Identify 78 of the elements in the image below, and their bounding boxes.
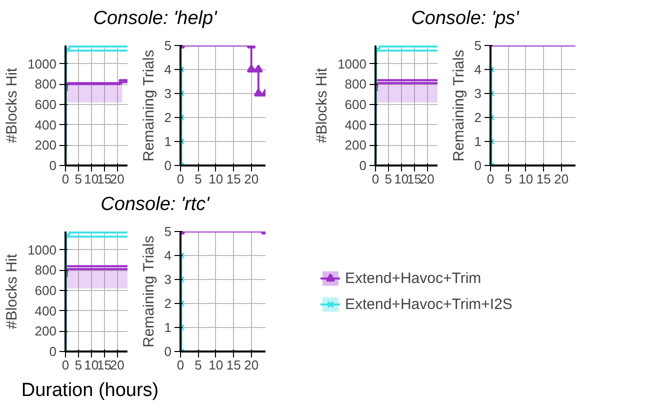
y-tick-label: 4 bbox=[474, 62, 482, 78]
x-tick-label: 20 bbox=[110, 358, 124, 373]
y-tick-label: 600 bbox=[344, 97, 367, 112]
y-tick-label: 0 bbox=[49, 158, 57, 174]
y-tick-label: 1000 bbox=[338, 56, 366, 72]
y-tick-label: 3 bbox=[164, 86, 172, 102]
x-axis-title: Duration (hours) bbox=[21, 379, 159, 402]
x-tick-label: 20 bbox=[244, 358, 259, 373]
x-tick-label: 5 bbox=[74, 172, 82, 187]
x-tick-label: 10 bbox=[394, 172, 409, 187]
y-tick-label: 0 bbox=[474, 158, 482, 174]
y-axis-title: Remaining Trials bbox=[140, 236, 158, 348]
x-tick-label: 0 bbox=[176, 172, 184, 187]
y-tick-label: 5 bbox=[474, 38, 482, 54]
x-tick-label: 15 bbox=[407, 172, 422, 187]
x-tick-label: 0 bbox=[62, 172, 70, 187]
legend-label: Extend+Havoc+Trim bbox=[345, 270, 482, 287]
y-tick-label: 800 bbox=[34, 262, 57, 278]
x-tick-label: 10 bbox=[208, 358, 224, 373]
y-tick-label: 3 bbox=[164, 272, 172, 288]
y-tick-label: 4 bbox=[164, 248, 172, 264]
legend-label: Extend+Havoc+Trim+I2S bbox=[345, 296, 512, 313]
y-tick-label: 3 bbox=[474, 86, 482, 102]
chart-title: Console: 'rtc' bbox=[100, 193, 210, 218]
y-tick-label: 600 bbox=[34, 97, 57, 112]
y-tick-label: 0 bbox=[164, 344, 172, 360]
y-tick-label: 400 bbox=[34, 304, 57, 319]
y-tick-label: 200 bbox=[34, 138, 57, 153]
x-tick-label: 0 bbox=[176, 358, 184, 373]
y-tick-label: 800 bbox=[344, 76, 367, 92]
x-tick-label: 5 bbox=[74, 358, 82, 373]
x-tick-label: 20 bbox=[244, 172, 259, 187]
x-tick-label: 10 bbox=[208, 172, 224, 187]
x-tick-label: 15 bbox=[536, 172, 551, 187]
y-axis-title: Remaining Trials bbox=[140, 50, 158, 162]
x-tick-label: 15 bbox=[226, 172, 241, 187]
y-tick-label: 5 bbox=[164, 38, 172, 54]
x-tick-label: 20 bbox=[554, 172, 569, 187]
y-tick-label: 1000 bbox=[28, 56, 56, 72]
y-tick-label: 600 bbox=[34, 283, 57, 298]
chart-title: Console: 'ps' bbox=[411, 7, 519, 31]
x-tick-label: 5 bbox=[384, 172, 392, 187]
x-tick-label: 10 bbox=[84, 172, 99, 187]
x-tick-label: 20 bbox=[110, 172, 124, 187]
y-tick-label: 1 bbox=[164, 134, 172, 150]
y-tick-label: 0 bbox=[49, 344, 57, 360]
x-tick-label: 10 bbox=[518, 172, 534, 187]
y-tick-label: 1 bbox=[474, 134, 482, 150]
chart-title: Console: 'help' bbox=[93, 7, 217, 31]
y-tick-label: 800 bbox=[34, 76, 57, 92]
x-tick-label: 5 bbox=[194, 358, 202, 373]
y-tick-label: 0 bbox=[359, 158, 367, 174]
x-tick-label: 0 bbox=[372, 172, 380, 187]
y-tick-label: 1 bbox=[164, 320, 172, 336]
y-tick-label: 400 bbox=[34, 117, 57, 132]
x-tick-label: 0 bbox=[486, 172, 494, 187]
x-tick-label: 5 bbox=[194, 172, 202, 187]
x-tick-label: 20 bbox=[420, 172, 434, 187]
y-axis-title: Remaining Trials bbox=[450, 50, 468, 162]
y-tick-label: 200 bbox=[34, 324, 57, 339]
x-tick-label: 15 bbox=[97, 172, 112, 187]
x-tick-label: 0 bbox=[62, 358, 70, 373]
y-tick-label: 5 bbox=[164, 224, 172, 240]
y-tick-label: 1000 bbox=[28, 242, 56, 258]
x-tick-label: 15 bbox=[226, 358, 241, 373]
y-tick-label: 2 bbox=[164, 296, 172, 312]
y-tick-label: 400 bbox=[344, 117, 367, 132]
y-tick-label: 2 bbox=[164, 110, 172, 126]
y-tick-label: 4 bbox=[164, 62, 172, 78]
x-tick-label: 15 bbox=[97, 358, 112, 373]
y-tick-label: 0 bbox=[164, 158, 172, 174]
y-axis-title: #Blocks Hit bbox=[4, 67, 21, 144]
y-axis-title: #Blocks Hit bbox=[314, 67, 331, 144]
y-axis-title: #Blocks Hit bbox=[4, 253, 21, 330]
y-tick-label: 200 bbox=[344, 138, 367, 153]
x-tick-label: 5 bbox=[504, 172, 512, 187]
y-tick-label: 2 bbox=[474, 110, 482, 126]
x-tick-label: 10 bbox=[84, 358, 99, 373]
